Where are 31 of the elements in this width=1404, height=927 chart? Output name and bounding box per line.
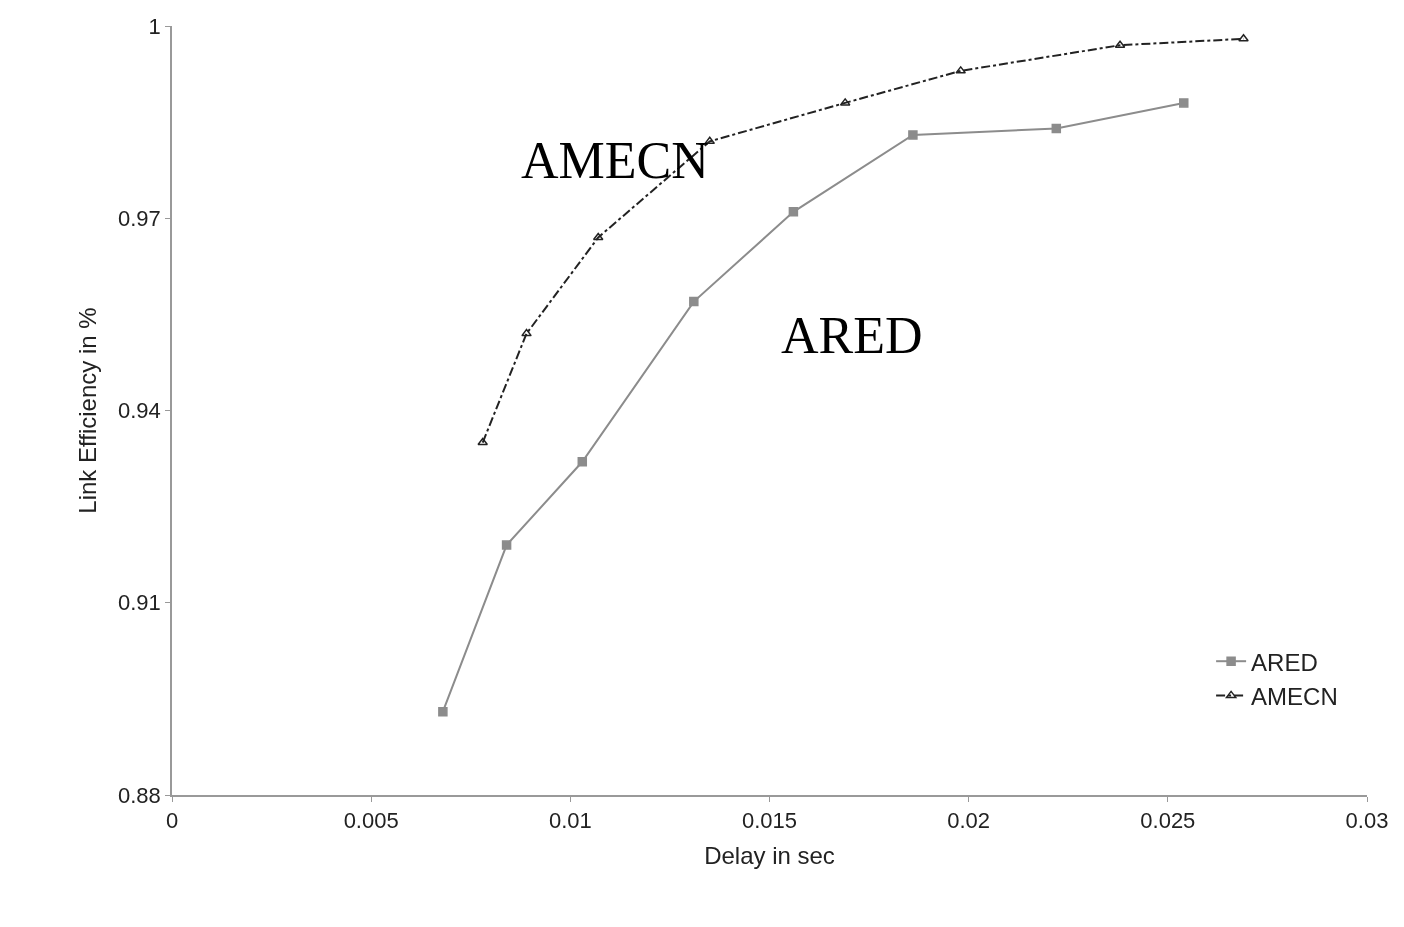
point bbox=[704, 136, 716, 145]
annotation: ARED bbox=[781, 307, 923, 364]
point bbox=[1179, 98, 1189, 108]
point bbox=[1238, 34, 1249, 42]
legend-label: AMECN bbox=[1251, 682, 1338, 710]
point bbox=[592, 232, 604, 241]
legend-label: ARED bbox=[1251, 648, 1318, 676]
y-axis-title: Link Efficiency in % bbox=[73, 307, 101, 514]
annotation: AMECN bbox=[521, 132, 709, 189]
point bbox=[908, 130, 918, 140]
point bbox=[501, 540, 512, 550]
y-tick-label: 0.88 bbox=[118, 782, 161, 808]
x-tick-label: 0.025 bbox=[1140, 808, 1196, 834]
point bbox=[1051, 123, 1062, 134]
x-tick-label: 0.005 bbox=[343, 808, 399, 834]
x-tick-label: 0.01 bbox=[548, 808, 592, 834]
point bbox=[521, 328, 532, 337]
y-tick-label: 0.97 bbox=[118, 205, 161, 231]
x-tick-label: 0 bbox=[165, 808, 179, 834]
x-tick-label: 0.02 bbox=[947, 808, 991, 834]
point bbox=[788, 207, 799, 217]
point bbox=[577, 457, 588, 467]
point bbox=[438, 706, 448, 717]
point bbox=[689, 296, 699, 307]
y-tick-label: 0.91 bbox=[118, 590, 161, 616]
x-tick-label: 0.03 bbox=[1345, 808, 1389, 834]
y-tick-label: 1 bbox=[148, 13, 161, 39]
x-tick-label: 0.015 bbox=[741, 808, 798, 834]
y-tick-label: 0.94 bbox=[118, 398, 161, 424]
point bbox=[477, 437, 489, 446]
x-axis-title: Delay in sec bbox=[704, 841, 835, 869]
